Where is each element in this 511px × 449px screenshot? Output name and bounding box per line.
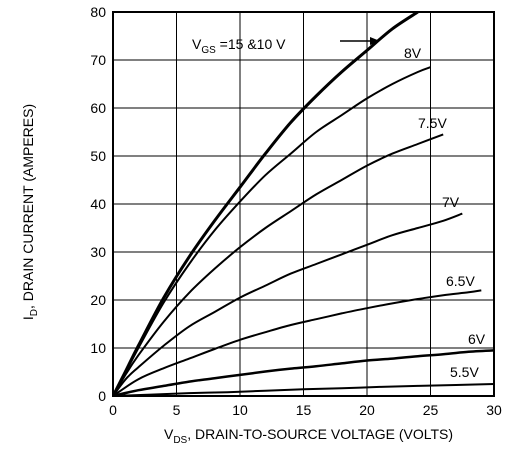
- curve-label-1: VGS =15 &10 V: [192, 36, 286, 56]
- leader-arrowhead: [370, 37, 380, 45]
- curve-3: [113, 133, 444, 396]
- x-tick-label: 30: [486, 402, 502, 418]
- y-tick-label: 50: [90, 148, 106, 164]
- x-tick-label: 15: [296, 402, 312, 418]
- y-tick-label: 20: [90, 292, 106, 308]
- curve-label-subscript: GS: [201, 45, 216, 56]
- curve-2: [113, 66, 431, 396]
- curve-label-6: 6V: [468, 331, 486, 347]
- y-tick-label: 0: [98, 388, 106, 404]
- curve-label-3: 7.5V: [418, 115, 447, 131]
- x-tick-label: 10: [232, 402, 248, 418]
- y-tick-label: 80: [90, 4, 106, 20]
- y-tick-label: 60: [90, 100, 106, 116]
- curves: [113, 12, 494, 396]
- y-tick-label: 30: [90, 244, 106, 260]
- y-tick-label: 40: [90, 196, 106, 212]
- y-axis-title: ID, DRAIN CURRENT (AMPERES): [20, 104, 40, 320]
- curve-7: [113, 383, 494, 396]
- curve-5: [113, 289, 482, 396]
- x-axis-title-prefix: V: [164, 426, 174, 442]
- curve-label-7: 5.5V: [450, 364, 479, 380]
- x-tick-label: 25: [423, 402, 439, 418]
- curve-labels: VGS =15 &10 V 8V 7.5V 7V 6.5V 6V 5.5V: [192, 36, 486, 380]
- plot-frame: [112, 11, 495, 397]
- curve-6: [113, 349, 494, 396]
- x-axis-title-text: , DRAIN-TO-SOURCE VOLTAGE (VOLTS): [187, 426, 453, 442]
- x-tick-label: 20: [359, 402, 375, 418]
- y-tick-label: 10: [90, 340, 106, 356]
- grid-lines: [113, 12, 494, 396]
- y-axis-title-prefix: I: [20, 316, 36, 320]
- x-tick-label: 0: [109, 402, 117, 418]
- y-axis-title-text: , DRAIN CURRENT (AMPERES): [20, 104, 36, 309]
- curve-4: [113, 212, 463, 396]
- y-tick-label: 70: [90, 52, 106, 68]
- curve-label-text: =15 &10 V: [216, 36, 286, 52]
- x-tick-label: 5: [173, 402, 181, 418]
- curve-label-5: 6.5V: [446, 273, 475, 289]
- curve-1: [113, 12, 419, 396]
- x-axis-title: VDS, DRAIN-TO-SOURCE VOLTAGE (VOLTS): [164, 426, 453, 446]
- curve-label-prefix: V: [192, 36, 202, 52]
- x-axis-ticks: 0 5 10 15 20 25 30: [109, 402, 502, 418]
- curve-label-4: 7V: [442, 194, 460, 210]
- y-axis-ticks: 0 10 20 30 40 50 60 70 80: [90, 4, 106, 404]
- curve-label-2: 8V: [404, 45, 422, 61]
- x-axis-title-subscript: DS: [173, 435, 187, 446]
- y-axis-title-subscript: D: [29, 309, 40, 316]
